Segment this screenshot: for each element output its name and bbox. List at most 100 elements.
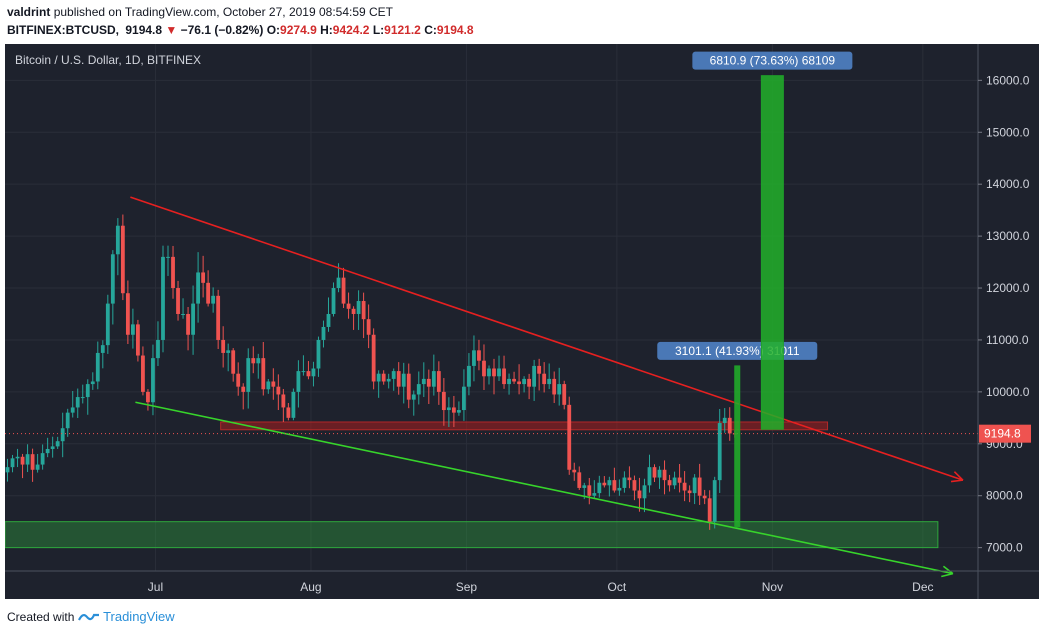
candle-body [567,404,572,470]
measure-label-box [692,51,853,70]
candle-body [482,360,486,377]
author-name[interactable]: valdrint [7,5,51,19]
candle-body [105,303,110,346]
candle-body [20,456,25,465]
candle-body [376,373,381,382]
candle-body [100,345,105,353]
candle-body [512,378,516,382]
candle-body [627,477,632,481]
candle-body [316,339,321,369]
candle-body [176,288,180,314]
candle-body [115,225,120,255]
measure-label: 6810.9 (73.63%) 68109 [710,54,836,68]
candle-body [191,303,195,335]
candle-body [261,358,266,390]
candle-body [90,381,95,385]
candle-body [186,313,190,335]
y-tick-label: 12000.0 [986,281,1030,295]
resistance-trendline[interactable] [130,196,964,481]
candle-body [156,339,160,359]
y-tick-label: 11000.0 [986,333,1029,347]
candle-body [451,407,456,413]
candle-body [351,308,356,314]
low-value: 9121.2 [384,23,421,37]
candle-body [421,378,426,385]
x-tick-label: Oct [608,580,627,594]
candle-body [35,464,40,470]
down-arrow-icon: ▼ [165,23,178,37]
support-trendline[interactable] [135,401,954,575]
candle-body [662,469,667,481]
candle-body [241,386,246,392]
candle-body [281,394,286,408]
measure-range-box [734,365,741,528]
last-price: 9194.8 [125,23,163,37]
chart-area[interactable]: 3101.1 (41.93%) 31011 6810.9 (73.63%) 681… [5,44,1039,599]
candle-body [181,313,185,315]
price-tag-box [979,424,1031,443]
candle-body [171,256,175,289]
measure-range-box [760,75,784,430]
candle-body [45,448,50,454]
chart-header: valdrint published on TradingView.com, O… [0,0,1044,44]
candle-body [15,456,20,459]
support-trendline-arrowhead [942,565,954,575]
candle-body [472,350,476,366]
chart-title: Bitcoin / U.S. Dollar, 1D, BITFINEX [15,53,201,67]
open-label: O: [266,23,281,37]
candle-body [542,373,547,385]
candle-body [296,371,301,392]
candle-body [151,358,155,403]
candle-body [85,384,90,398]
candle-body [301,371,306,373]
candle-body [391,371,396,379]
candle-body [572,469,577,473]
candle-body [441,391,446,411]
footer: Created with TradingView [7,609,175,624]
candle-body [216,295,221,340]
x-tick-label: Aug [300,580,321,594]
candle-body [547,378,552,385]
candle-body [592,493,597,496]
candle-body [612,480,617,491]
candle-body [141,355,145,392]
support-zone [5,521,939,549]
candle-body [336,277,341,289]
candle-body [467,365,471,387]
y-tick-label: 8000.0 [986,489,1023,503]
candle-body [161,256,165,340]
y-tick-label: 14000.0 [986,177,1030,191]
x-tick-label: Jul [148,580,163,594]
y-tick-label: 10000.0 [986,385,1030,399]
candle-body [125,293,130,335]
candle-body [60,428,65,442]
y-tick-label: 15000.0 [986,125,1030,139]
high-label: H: [320,23,333,37]
candle-body [331,288,336,314]
tradingview-logo-icon [77,613,99,621]
candle-body [341,277,346,304]
created-with-text: Created with [7,610,75,624]
candle-body [130,324,135,335]
publish-line: valdrint published on TradingView.com, O… [7,5,393,19]
candle-body [692,477,697,494]
tradingview-brand[interactable]: TradingView [103,609,175,624]
candle-body [396,371,401,387]
candle-body [206,282,211,304]
resistance-zone [220,421,829,431]
candle-body [722,417,727,424]
candle-body [256,358,261,364]
candle-body [657,469,662,478]
resistance-trendline-arrowhead [950,479,964,483]
candle-body [231,350,236,374]
candle-body [577,472,582,488]
y-tick-label: 16000.0 [986,73,1030,87]
candle-body [306,371,311,377]
candle-body [687,490,692,494]
candle-body [271,381,276,387]
candle-body [497,368,501,377]
candle-body [717,423,722,481]
candle-body [361,301,366,320]
candle-body [30,454,35,470]
